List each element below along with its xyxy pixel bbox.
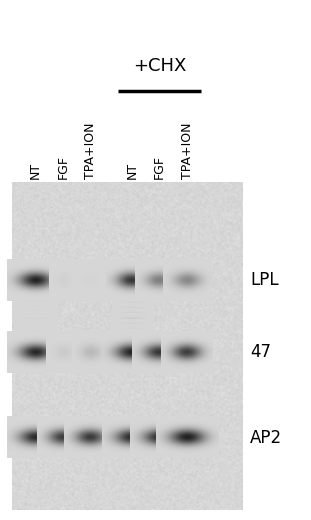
Text: NT: NT xyxy=(126,162,139,179)
Text: NT: NT xyxy=(29,162,42,179)
Text: FGF: FGF xyxy=(153,155,166,179)
Text: AP2: AP2 xyxy=(250,428,282,447)
Text: 47: 47 xyxy=(250,343,272,361)
Text: TPA+ION: TPA+ION xyxy=(84,123,97,179)
Text: TPA+ION: TPA+ION xyxy=(181,123,194,179)
Text: LPL: LPL xyxy=(250,271,279,289)
Text: FGF: FGF xyxy=(57,155,70,179)
Text: +CHX: +CHX xyxy=(133,57,186,75)
